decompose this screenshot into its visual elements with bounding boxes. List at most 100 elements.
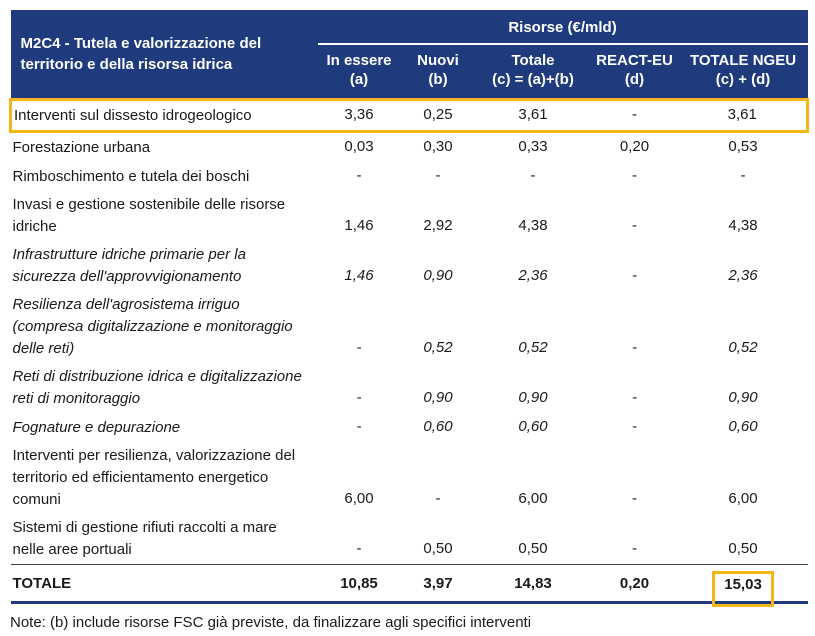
value-cell: 4,38	[518, 217, 548, 234]
note-text: Note: (b) include risorse FSC già previs…	[10, 614, 532, 631]
value-cell: 0,60	[518, 418, 548, 435]
column-header-line1: Nuovi	[417, 52, 459, 69]
value-cell: 0,20	[619, 138, 650, 155]
table-body: Interventi sul dissesto idrogeologico 3,…	[9, 98, 810, 607]
value-cell: -	[356, 339, 362, 356]
table-row-fognature: Fognature e depurazione - 0,60 0,60 - 0,…	[11, 413, 808, 442]
value-cell: -	[356, 167, 362, 184]
row-label: Infrastrutture idriche primarie per la s…	[12, 246, 246, 285]
total-value-cell: 0,20	[590, 564, 679, 604]
value-cell: -	[435, 490, 441, 507]
table-row-reti-distribuzione: Reti di distribuzione idrica e digitaliz…	[11, 363, 808, 413]
value-cell: -	[590, 98, 679, 133]
column-header-in-essere: In essere (a)	[317, 44, 401, 100]
column-header-react-eu: REACT-EU (d)	[590, 44, 679, 100]
total-row: TOTALE 10,85 3,97 14,83 0,20 15,03	[10, 564, 808, 607]
value-cell: 0,25	[400, 98, 476, 133]
value-cell: 3,61	[678, 98, 810, 133]
table-row-forestazione-urbana: Forestazione urbana 0,03 0,30 0,33 0,20 …	[11, 132, 808, 163]
table-row-resilienza-agrosistema: Resilienza dell'agrosistema irriguo (com…	[11, 291, 808, 363]
value-cell: -	[435, 167, 441, 184]
total-value-cell: 10,85	[317, 564, 401, 604]
row-label: Interventi sul dissesto idrogeologico	[9, 98, 318, 133]
value-cell: 4,38	[728, 217, 758, 234]
column-header-totale: Totale (c) = (a)+(b)	[475, 44, 591, 100]
value-cell: 6,00	[344, 490, 374, 507]
value-cell: 0,90	[423, 267, 453, 284]
value-cell: 0,50	[423, 540, 453, 557]
table-row-interventi-resilienza-comuni: Interventi per resilienza, valorizzazion…	[11, 442, 808, 514]
column-header-line1: TOTALE NGEU	[689, 52, 797, 69]
value-cell: -	[530, 167, 536, 184]
table-row-invasi: Invasi e gestione sostenibile delle riso…	[11, 191, 808, 241]
row-label: Sistemi di gestione rifiuti raccolti a m…	[12, 519, 277, 558]
value-cell: 0,03	[344, 138, 374, 155]
value-cell: 0,52	[728, 339, 758, 356]
resources-title: Risorse (€/mld)	[508, 19, 617, 36]
value-cell: 2,36	[728, 267, 758, 284]
row-label: Reti di distribuzione idrica e digitaliz…	[12, 368, 302, 407]
value-cell: 0,33	[518, 138, 548, 155]
column-header-totale-ngeu: TOTALE NGEU (c) + (d)	[678, 44, 808, 100]
value-cell: 2,36	[518, 267, 548, 284]
value-cell: 3,36	[317, 98, 401, 133]
table-header: M2C4 - Tutela e valorizzazione del terri…	[10, 10, 808, 100]
value-cell: -	[632, 540, 637, 557]
value-cell: 6,00	[728, 490, 758, 507]
column-header-line2: (c) + (d)	[715, 71, 771, 88]
value-cell: 0,90	[423, 389, 453, 406]
value-cell: 6,00	[518, 490, 548, 507]
value-cell: 0,30	[423, 138, 453, 155]
row-label: Rimboschimento e tutela dei boschi	[12, 168, 250, 185]
total-value-cell: 3,97	[400, 564, 476, 604]
total-value-cell-highlighted: 15,03	[678, 564, 808, 607]
value-cell: 0,60	[423, 418, 453, 435]
row-label: Fognature e depurazione	[12, 419, 181, 436]
total-value-cell: 14,83	[475, 564, 591, 604]
value-cell: -	[632, 389, 637, 406]
value-cell: 0,52	[518, 339, 548, 356]
value-cell: -	[356, 389, 362, 406]
total-ngeu-highlight-box: 15,03	[712, 571, 774, 607]
value-cell: 1,46	[344, 267, 374, 284]
table-group-title: M2C4 - Tutela e valorizzazione del terri…	[10, 10, 318, 100]
row-label: Invasi e gestione sostenibile delle riso…	[12, 196, 286, 235]
value-cell: -	[740, 167, 746, 184]
value-cell: -	[632, 217, 637, 234]
value-cell: -	[356, 540, 362, 557]
value-cell: 0,90	[518, 389, 548, 406]
resources-table: M2C4 - Tutela e valorizzazione del terri…	[9, 10, 810, 607]
value-cell: 0,53	[728, 138, 758, 155]
value-cell: 0,50	[728, 540, 758, 557]
value-cell: 0,52	[423, 339, 453, 356]
column-header-line2: (c) = (a)+(b)	[492, 71, 574, 88]
value-cell: -	[632, 490, 637, 507]
row-label: Resilienza dell'agrosistema irriguo (com…	[12, 296, 293, 357]
value-cell: -	[632, 167, 637, 184]
column-header-line2: (b)	[428, 71, 448, 88]
value-cell: -	[632, 339, 637, 356]
column-header-line2: (a)	[349, 71, 369, 88]
column-header-nuovi: Nuovi (b)	[400, 44, 476, 100]
table-row-infrastrutture-idriche: Infrastrutture idriche primarie per la s…	[11, 241, 808, 291]
value-cell: 0,90	[728, 389, 758, 406]
value-cell: 1,46	[344, 217, 374, 234]
header-row-columns: In essere (a) Nuovi (b) Totale (c) = (a)…	[11, 44, 808, 100]
value-cell: -	[356, 418, 362, 435]
value-cell: 0,50	[518, 540, 548, 557]
value-cell: -	[632, 267, 637, 284]
header-row-top: M2C4 - Tutela e valorizzazione del terri…	[10, 10, 808, 100]
row-label: Forestazione urbana	[12, 139, 151, 156]
column-header-line2: (d)	[624, 71, 645, 88]
total-label: TOTALE	[10, 564, 318, 604]
value-cell: 2,92	[423, 217, 453, 234]
table-row-rimboschimento: Rimboschimento e tutela dei boschi - - -…	[11, 162, 808, 191]
row-label: Interventi per resilienza, valorizzazion…	[12, 447, 296, 508]
value-cell: 3,61	[475, 98, 591, 133]
table-row-sistemi-rifiuti-mare: Sistemi di gestione rifiuti raccolti a m…	[11, 514, 808, 565]
value-cell: -	[632, 418, 637, 435]
total-ngeu-value: 15,03	[724, 576, 762, 593]
column-header-line1: Totale	[511, 52, 555, 69]
resources-header-cell: Risorse (€/mld)	[317, 10, 808, 45]
value-cell: 0,60	[728, 418, 758, 435]
